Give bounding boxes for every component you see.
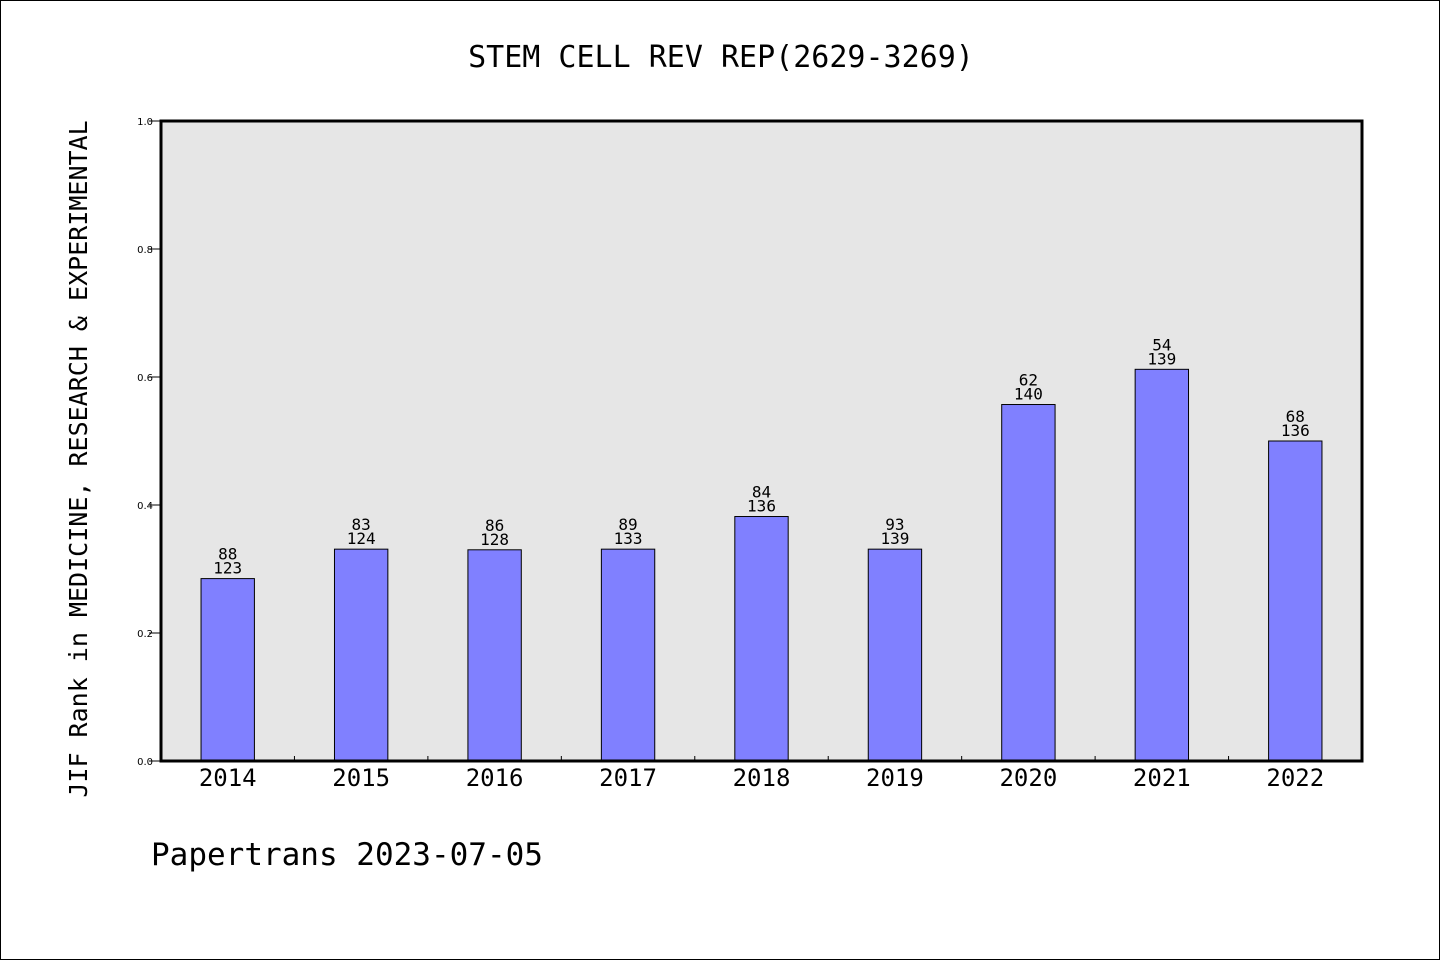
bar bbox=[333, 548, 389, 762]
y-tick-label: 0.6 bbox=[137, 373, 153, 384]
y-tick-label: 0.8 bbox=[137, 245, 153, 256]
bar-label-rank: 86 bbox=[485, 516, 504, 535]
bar-label-total: 136 bbox=[1281, 421, 1310, 440]
bar-label-rank: 62 bbox=[1019, 371, 1038, 390]
bar-label-total: 136 bbox=[747, 497, 776, 516]
bar-label-total: 140 bbox=[1014, 385, 1043, 404]
x-tick-label: 2018 bbox=[733, 764, 791, 792]
bar bbox=[1268, 440, 1323, 762]
bar-label-total: 139 bbox=[1147, 349, 1176, 368]
x-tick-label: 2016 bbox=[466, 764, 524, 792]
bar-label-rank: 88 bbox=[218, 545, 237, 564]
bar-label-rank: 68 bbox=[1286, 407, 1305, 426]
bar-label-total: 128 bbox=[480, 530, 509, 549]
bar bbox=[467, 549, 522, 762]
y-tick-label: 1.0 bbox=[137, 117, 153, 128]
x-tick-label: 2017 bbox=[599, 764, 657, 792]
bar-label-total: 139 bbox=[880, 529, 909, 548]
x-tick-label: 2022 bbox=[1266, 764, 1324, 792]
x-tick-label: 2020 bbox=[999, 764, 1057, 792]
y-tick-label: 0.2 bbox=[137, 629, 153, 640]
bar bbox=[867, 548, 923, 762]
chart-title: STEM CELL REV REP(2629-3269) bbox=[468, 40, 974, 75]
bar-label-total: 124 bbox=[347, 529, 376, 548]
bar bbox=[1134, 368, 1190, 762]
plot-frame bbox=[159, 119, 1364, 763]
x-tick-label: 2014 bbox=[199, 764, 257, 792]
bar bbox=[600, 548, 656, 762]
footer-watermark: Papertrans 2023-07-05 bbox=[151, 837, 543, 873]
x-tick-label: 2015 bbox=[332, 764, 390, 792]
x-tick-label: 2021 bbox=[1133, 764, 1191, 792]
bar-label-total: 123 bbox=[213, 559, 242, 578]
y-tick-label: 0.4 bbox=[137, 501, 153, 512]
y-tick-label: 0.0 bbox=[137, 757, 153, 768]
bar-label-total: 133 bbox=[614, 529, 643, 548]
bar-series: 8812383124861288913384136931396214054139… bbox=[200, 335, 1323, 762]
y-axis-label: JIF Rank in MEDICINE, RESEARCH & EXPERIM… bbox=[64, 120, 93, 797]
bar-label-rank: 83 bbox=[352, 515, 371, 534]
bar-label-rank: 93 bbox=[885, 515, 904, 534]
bar bbox=[200, 578, 255, 762]
bar-label-rank: 84 bbox=[752, 483, 771, 502]
bar-label-rank: 89 bbox=[618, 515, 637, 534]
x-axis: 2014 2015 2016 2017 2018 2019 2020 2021 2022 bbox=[199, 756, 1324, 792]
x-tick-label: 2019 bbox=[866, 764, 924, 792]
bar bbox=[1001, 404, 1056, 762]
bar bbox=[734, 516, 789, 762]
bar-label-rank: 54 bbox=[1152, 335, 1171, 354]
y-axis: 0.0 0.2 0.4 0.6 0.8 1.0 bbox=[137, 117, 161, 768]
